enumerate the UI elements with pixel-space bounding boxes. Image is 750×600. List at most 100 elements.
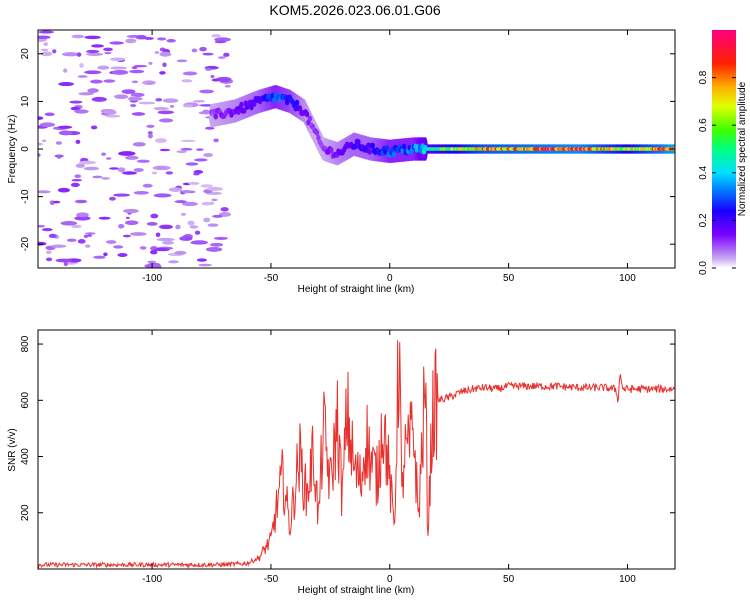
spectrogram-cell [223,52,230,57]
spectrogram-cell [75,163,86,168]
spectrogram-cell [38,190,51,194]
spectrogram-cell [162,98,179,103]
spectrogram-y-ticks: -20 -10 0 10 20 [20,48,675,252]
spectrogram-cell [77,75,88,78]
spectrogram-cell [239,101,244,108]
spectrogram-cell [74,199,88,204]
spectrogram-cell [181,235,187,240]
spectrogram-cell [84,35,101,40]
spectrogram-cell [101,177,110,180]
spectrogram-cell [123,234,131,238]
spectrogram-cell [196,148,204,151]
spectrogram-cell [199,46,207,52]
spectrogram-cell [90,125,98,130]
snr-y-ticks: 200 400 600 800 [20,335,675,521]
spectrogram-cell [40,48,49,52]
spectrogram-cell [152,165,171,171]
spectrogram-cell [57,187,71,193]
spectrogram-cell [196,258,207,262]
spectrogram-cell [133,168,144,172]
spectrogram-cell [191,48,198,53]
spectrogram-cell [42,139,47,143]
spectrogram-cell [203,152,214,158]
spectrogram-cell [83,166,99,171]
spectrogram-cell [39,122,56,128]
spectrogram-x-axis-label: Height of straight line (km) [298,284,415,295]
spectrogram-cell [370,142,375,149]
spectrogram-cell [144,37,154,40]
spectrogram-cell [294,99,300,106]
spectrogram-cell [83,234,88,238]
spectrogram-cell [307,115,313,122]
spectrogram-cell [110,66,128,70]
spectrogram-cell [44,112,55,117]
spectrogram-cell [109,167,120,170]
spectrogram-cell [211,78,221,82]
spectrogram-y-tick-label: 20 [20,48,31,60]
spectrogram-cell [147,133,153,139]
spectrogram-cell [154,50,160,54]
spectrogram-cell [43,42,48,46]
spectrogram-cell [38,30,54,34]
spectrogram-cell [219,79,230,82]
spectrogram-cell [113,193,130,197]
spectrogram-cell [76,52,82,57]
spectrogram-cell [159,51,172,57]
spectrogram-cell [75,139,81,144]
spectrogram-cell [188,181,200,185]
spectrogram-cell [139,246,147,250]
spectrogram-cell [105,240,117,244]
spectrogram-cell [93,255,106,259]
spectrogram-cell [38,153,41,158]
spectrogram-cell [55,258,73,263]
spectrogram-cell [103,79,116,83]
spectrogram-cell [104,51,112,55]
spectrogram-cell [121,171,138,175]
spectrogram-cell [185,162,199,166]
spectrogram-cell [131,112,146,116]
spectrogram-cell [38,142,44,146]
spectrogram-cell [52,49,57,54]
spectrogram-cell [207,186,224,191]
spectrogram-cell [71,224,82,229]
spectrogram-cell [147,131,153,135]
spectrogram-cell [45,250,52,255]
snr-y-tick-label: 400 [20,448,31,465]
colorbar-tick-label: 0.0 [698,261,709,275]
spectrogram-cell [218,56,226,59]
spectrogram-cell [165,171,174,175]
spectrogram-cell [38,241,47,246]
spectrogram-cell [118,223,125,229]
spectrogram-cell [213,113,218,120]
spectrogram-cell [103,252,108,257]
spectrogram-cell [181,79,193,83]
spectrogram-cell [87,88,99,93]
spectrogram-cell [92,175,103,179]
spectrogram-y-tick-label: -20 [20,237,31,252]
spectrogram-cell [121,89,136,95]
spectrogram-cell [198,263,212,267]
spectrogram-cell [220,207,229,212]
spectrogram-cell [180,139,196,143]
spectrogram-cell [151,171,158,175]
spectrogram-y-tick-label: -10 [20,189,31,204]
spectrogram-cell [174,200,187,204]
spectrogram-cell [367,148,373,155]
snr-frame [37,329,676,570]
spectrogram-cell [169,104,175,108]
spectrogram-cell [207,223,219,227]
spectrogram-cell [193,172,200,176]
spectrogram-cell [193,170,204,174]
spectrogram-cell [190,240,208,245]
spectrogram-cell [60,221,78,226]
spectrogram-cell [135,34,147,40]
spectrogram-cell [159,148,171,152]
snr-x-tick-label: -50 [264,574,279,585]
spectrogram-cell [201,202,212,206]
spectrogram-cell [157,37,167,41]
spectrogram-cell [138,101,156,105]
spectrogram-cell [55,141,63,145]
spectrogram-cell [314,129,320,136]
spectrogram-cell [52,200,61,204]
colorbar-gradient [712,30,736,268]
